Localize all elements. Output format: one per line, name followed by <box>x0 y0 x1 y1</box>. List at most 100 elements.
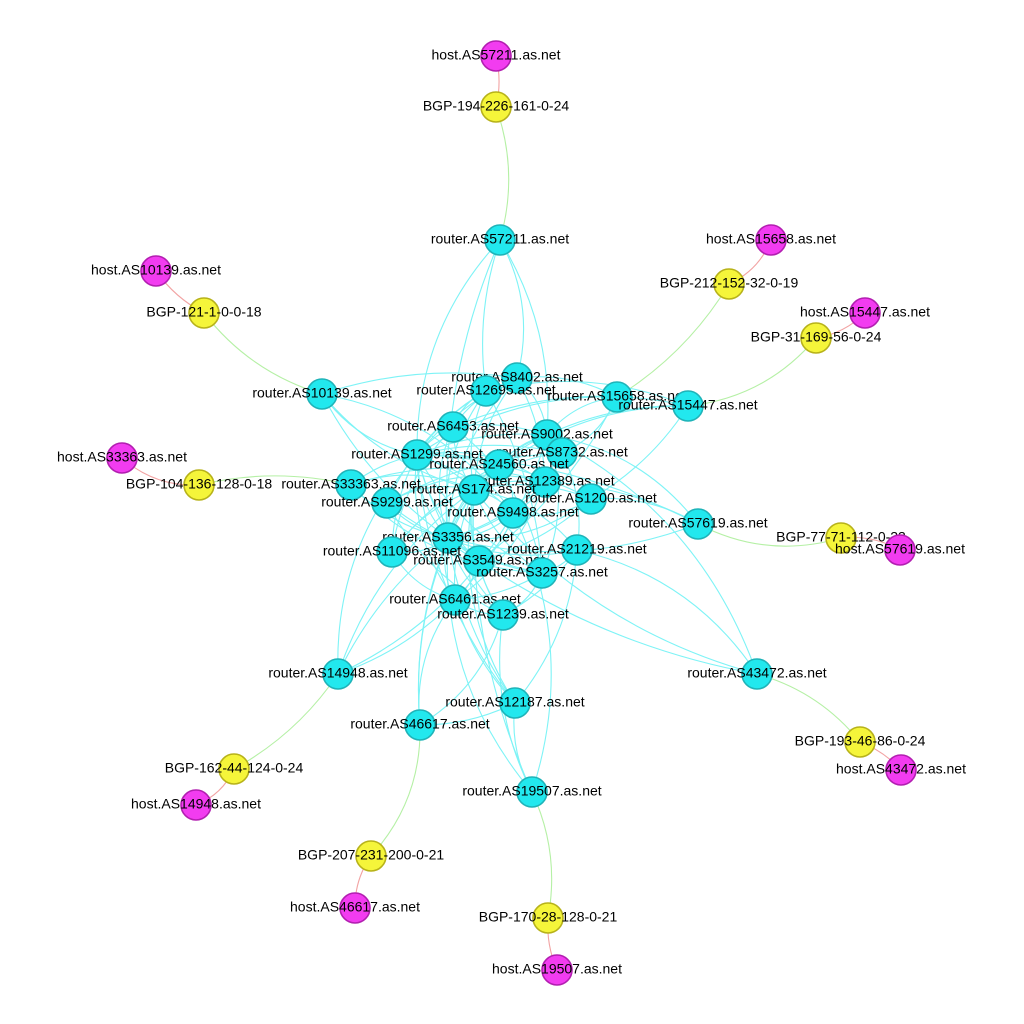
router-node[interactable]: router.AS15658.as.net <box>547 381 687 413</box>
router-node[interactable]: router.AS9299.as.net <box>321 487 453 519</box>
bgp-node-circle[interactable] <box>218 753 250 785</box>
router-node-circle[interactable] <box>306 378 338 410</box>
bgp-node[interactable]: BGP-170-28-128-0-21 <box>479 902 618 934</box>
host-node-circle[interactable] <box>480 40 512 72</box>
router-node-label: router.AS57211.as.net <box>431 231 569 247</box>
router-node-circle[interactable] <box>499 687 531 719</box>
router-node-circle[interactable] <box>463 545 495 577</box>
host-node-circle[interactable] <box>140 255 172 287</box>
bgp-node[interactable]: BGP-77-71-112-0-23 <box>776 522 906 554</box>
host-node[interactable]: host.AS15658.as.net <box>706 224 836 256</box>
host-node-circle[interactable] <box>884 534 916 566</box>
router-node-circle[interactable] <box>483 449 515 481</box>
router-node[interactable]: router.AS1200.as.net <box>525 483 657 515</box>
bgp-node-circle[interactable] <box>532 902 564 934</box>
router-node-circle[interactable] <box>376 536 408 568</box>
router-node-circle[interactable] <box>404 709 436 741</box>
router-node-circle[interactable] <box>497 497 529 529</box>
router-node[interactable]: router.AS3549.as.net <box>413 545 545 577</box>
router-node[interactable]: router.AS11096.as.net <box>323 536 461 568</box>
host-node[interactable]: host.AS15447.as.net <box>800 297 930 329</box>
router-node[interactable]: router.AS6453.as.net <box>387 411 519 443</box>
router-node-circle[interactable] <box>526 557 558 589</box>
router-node-circle[interactable] <box>470 375 502 407</box>
router-node-label: router.AS9498.as.net <box>447 504 579 520</box>
host-node[interactable]: host.AS33363.as.net <box>57 442 187 474</box>
router-node-circle[interactable] <box>371 487 403 519</box>
bgp-node[interactable]: BGP-212-152-32-0-19 <box>660 268 799 300</box>
host-node-circle[interactable] <box>885 754 917 786</box>
router-node[interactable]: router.AS12389.as.net <box>475 466 615 498</box>
router-node-circle[interactable] <box>439 584 471 616</box>
host-node-circle[interactable] <box>849 297 881 329</box>
router-node-circle[interactable] <box>401 439 433 471</box>
router-link-edge <box>386 390 487 504</box>
host-node[interactable]: host.AS14948.as.net <box>131 789 261 821</box>
router-node[interactable]: router.AS1299.as.net <box>351 439 483 471</box>
host-node-circle[interactable] <box>541 954 573 986</box>
host-node[interactable]: host.AS57619.as.net <box>835 534 965 566</box>
router-node[interactable]: router.AS12187.as.net <box>445 687 585 719</box>
bgp-node[interactable]: BGP-162-44-124-0-24 <box>165 753 304 785</box>
bgp-node-circle[interactable] <box>844 726 876 758</box>
router-node[interactable]: router.AS19507.as.net <box>462 776 602 808</box>
router-node-circle[interactable] <box>601 381 633 413</box>
router-node-circle[interactable] <box>484 224 516 256</box>
bgp-node-circle[interactable] <box>188 297 220 329</box>
host-node[interactable]: host.AS57211.as.net <box>432 40 561 72</box>
router-node-circle[interactable] <box>322 658 354 690</box>
router-node[interactable]: router.AS21219.as.net <box>507 534 647 566</box>
router-node-circle[interactable] <box>682 508 714 540</box>
router-node[interactable]: router.AS15447.as.net <box>618 390 758 422</box>
router-node-circle[interactable] <box>672 390 704 422</box>
router-node[interactable]: router.AS9498.as.net <box>447 497 579 529</box>
host-node-circle[interactable] <box>180 789 212 821</box>
router-node[interactable]: router.AS14948.as.net <box>268 658 408 690</box>
router-node[interactable]: router.AS3257.as.net <box>476 557 608 589</box>
router-node-circle[interactable] <box>529 466 561 498</box>
bgp-node-circle[interactable] <box>183 469 215 501</box>
bgp-node[interactable]: BGP-194-226-161-0-24 <box>423 91 570 123</box>
host-node[interactable]: host.AS43472.as.net <box>836 754 966 786</box>
host-node[interactable]: host.AS46617.as.net <box>290 892 420 924</box>
host-node[interactable]: host.AS10139.as.net <box>91 255 221 287</box>
router-node[interactable]: router.AS57619.as.net <box>628 508 768 540</box>
router-node[interactable]: router.AS24560.as.net <box>429 449 569 481</box>
router-node-circle[interactable] <box>546 437 578 469</box>
router-node-circle[interactable] <box>335 469 367 501</box>
router-node-circle[interactable] <box>437 411 469 443</box>
router-node-circle[interactable] <box>458 474 490 506</box>
router-node[interactable]: router.AS46617.as.net <box>350 709 490 741</box>
router-node[interactable]: router.AS12695.as.net <box>416 375 556 407</box>
router-node[interactable]: router.AS43472.as.net <box>687 658 827 690</box>
router-node[interactable]: router.AS10139.as.net <box>252 378 392 410</box>
host-node-circle[interactable] <box>339 892 371 924</box>
router-node[interactable]: router.AS1239.as.net <box>437 599 569 631</box>
router-node-circle[interactable] <box>561 534 593 566</box>
bgp-node-circle[interactable] <box>825 522 857 554</box>
host-node-circle[interactable] <box>755 224 787 256</box>
router-node[interactable]: router.AS3356.as.net <box>382 522 514 554</box>
router-node-circle[interactable] <box>575 483 607 515</box>
router-node-circle[interactable] <box>501 362 533 394</box>
router-node-circle[interactable] <box>432 522 464 554</box>
bgp-node-circle[interactable] <box>355 840 387 872</box>
router-node-circle[interactable] <box>741 658 773 690</box>
router-node-circle[interactable] <box>487 599 519 631</box>
bgp-node[interactable]: BGP-193-46-86-0-24 <box>795 726 926 758</box>
host-node-circle[interactable] <box>106 442 138 474</box>
bgp-node[interactable]: BGP-104-136-128-0-18 <box>126 469 273 501</box>
router-node[interactable]: router.AS6461.as.net <box>389 584 521 616</box>
router-node[interactable]: router.AS174.as.net <box>412 474 536 506</box>
bgp-node[interactable]: BGP-121-1-0-0-18 <box>146 297 262 329</box>
host-node[interactable]: host.AS19507.as.net <box>492 954 622 986</box>
router-node[interactable]: router.AS8732.as.net <box>496 437 628 469</box>
bgp-node[interactable]: BGP-207-231-200-0-21 <box>298 840 445 872</box>
router-link-edge <box>416 454 543 574</box>
bgp-node-circle[interactable] <box>713 268 745 300</box>
bgp-node-circle[interactable] <box>800 322 832 354</box>
bgp-node[interactable]: BGP-31-169-56-0-24 <box>751 322 882 354</box>
router-node[interactable]: router.AS57211.as.net <box>431 224 569 256</box>
bgp-node-circle[interactable] <box>480 91 512 123</box>
router-node-circle[interactable] <box>516 776 548 808</box>
